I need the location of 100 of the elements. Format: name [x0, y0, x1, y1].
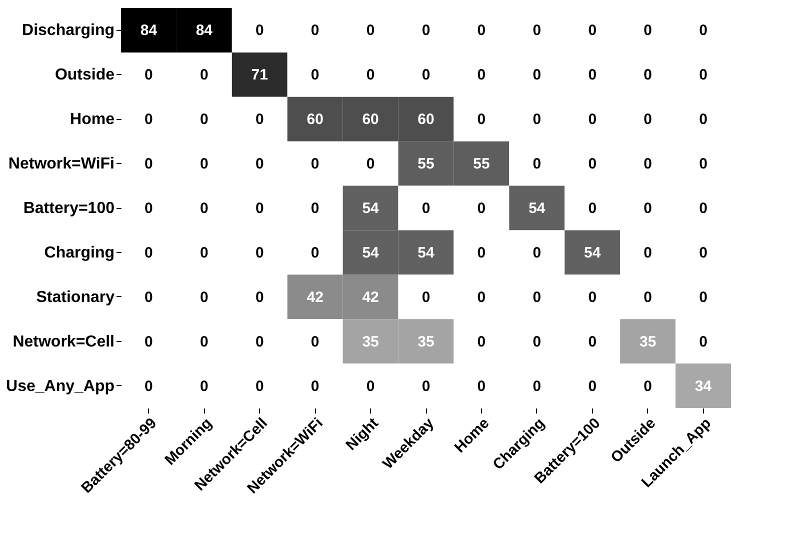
data-label: 35: [362, 333, 379, 350]
data-label: 0: [422, 378, 430, 395]
data-label: 0: [200, 156, 208, 173]
data-label: 0: [532, 378, 542, 395]
data-label: 35: [639, 333, 656, 350]
data-label: 0: [477, 22, 486, 40]
data-label: 0: [422, 200, 430, 217]
data-label: 0: [310, 244, 320, 262]
data-label: 0: [144, 200, 153, 217]
data-label: 35: [418, 333, 434, 350]
data-label: 0: [144, 156, 153, 173]
data-label: 0: [422, 288, 430, 306]
data-label: 0: [477, 378, 486, 395]
data-label: 0: [699, 22, 708, 40]
data-label: 0: [200, 200, 208, 217]
y-tick-label: Discharging: [22, 22, 114, 40]
data-label: 0: [255, 111, 264, 128]
data-label: 60: [306, 111, 324, 128]
data-label: 0: [588, 22, 597, 40]
data-label: 0: [366, 66, 375, 84]
data-label: 54: [362, 200, 380, 217]
data-label: 0: [310, 156, 320, 173]
data-label: 0: [532, 111, 542, 128]
data-label: 0: [200, 66, 208, 84]
data-label: 0: [644, 22, 652, 40]
data-label: 0: [422, 22, 430, 40]
data-label: 0: [200, 288, 208, 306]
data-label: 0: [644, 288, 652, 306]
data-label: 54: [528, 200, 546, 217]
data-label: 42: [362, 288, 379, 306]
data-label: 0: [532, 156, 542, 173]
data-label: 0: [144, 378, 153, 395]
data-label: 54: [362, 244, 380, 262]
data-label: 71: [251, 66, 268, 84]
data-label: 0: [699, 288, 708, 306]
data-label: 84: [196, 22, 214, 40]
data-label: 0: [200, 111, 208, 128]
data-label: 0: [588, 66, 597, 84]
data-label: 0: [200, 378, 208, 395]
data-label: 0: [477, 333, 486, 350]
y-tick-label: Use_Any_App: [6, 378, 115, 395]
data-label: 0: [310, 378, 320, 395]
data-label: 0: [255, 378, 264, 395]
data-label: 0: [255, 288, 264, 306]
data-label: 0: [200, 244, 208, 262]
data-label: 0: [310, 333, 320, 350]
data-label: 0: [699, 156, 708, 173]
data-label: 0: [699, 111, 708, 128]
data-label: 0: [366, 156, 375, 173]
data-label: 55: [473, 156, 490, 173]
data-label: 0: [644, 111, 652, 128]
data-label: 34: [694, 378, 712, 395]
data-label: 55: [418, 156, 434, 173]
data-label: 54: [584, 244, 602, 262]
data-label: 0: [532, 333, 542, 350]
data-label: 0: [644, 244, 652, 262]
data-label: 0: [699, 244, 708, 262]
data-label: 0: [477, 288, 486, 306]
data-label: 0: [588, 378, 597, 395]
data-label: 0: [422, 66, 430, 84]
y-tick-label: Stationary: [36, 288, 115, 306]
y-tick-label: Battery=100: [23, 200, 115, 217]
data-label: 0: [366, 22, 375, 40]
data-label: 0: [200, 333, 208, 350]
data-label: 0: [255, 244, 264, 262]
data-label: 0: [588, 156, 597, 173]
data-label: 54: [418, 244, 435, 262]
data-label: 0: [588, 288, 597, 306]
data-label: 0: [144, 288, 153, 306]
data-label: 0: [644, 200, 652, 217]
data-label: 0: [588, 200, 597, 217]
data-label: 0: [144, 244, 153, 262]
data-label: 0: [255, 200, 264, 217]
data-label: 0: [532, 22, 542, 40]
data-label: 0: [366, 378, 375, 395]
data-label: 0: [144, 111, 153, 128]
y-tick-label: Network=Cell: [12, 333, 114, 350]
data-label: 0: [532, 244, 542, 262]
data-label: 0: [532, 66, 542, 84]
data-label: 0: [255, 333, 264, 350]
data-label: 84: [140, 22, 158, 40]
data-label: 0: [532, 288, 542, 306]
data-label: 0: [255, 156, 264, 173]
y-tick-label: Charging: [44, 244, 114, 262]
data-label: 0: [477, 66, 486, 84]
data-label: 42: [306, 288, 324, 306]
data-label: 0: [255, 22, 264, 40]
data-label: 0: [588, 333, 597, 350]
data-label: 0: [644, 66, 652, 84]
data-label: 0: [477, 200, 486, 217]
data-label: 0: [310, 22, 320, 40]
y-tick-label: Home: [70, 111, 115, 128]
y-tick-label: Network=WiFi: [8, 156, 114, 173]
data-label: 0: [477, 244, 486, 262]
data-label: 0: [588, 111, 597, 128]
data-label: 0: [699, 66, 708, 84]
data-label: 0: [644, 156, 652, 173]
data-label: 0: [699, 200, 708, 217]
data-label: 60: [362, 111, 379, 128]
data-label: 0: [699, 333, 708, 350]
